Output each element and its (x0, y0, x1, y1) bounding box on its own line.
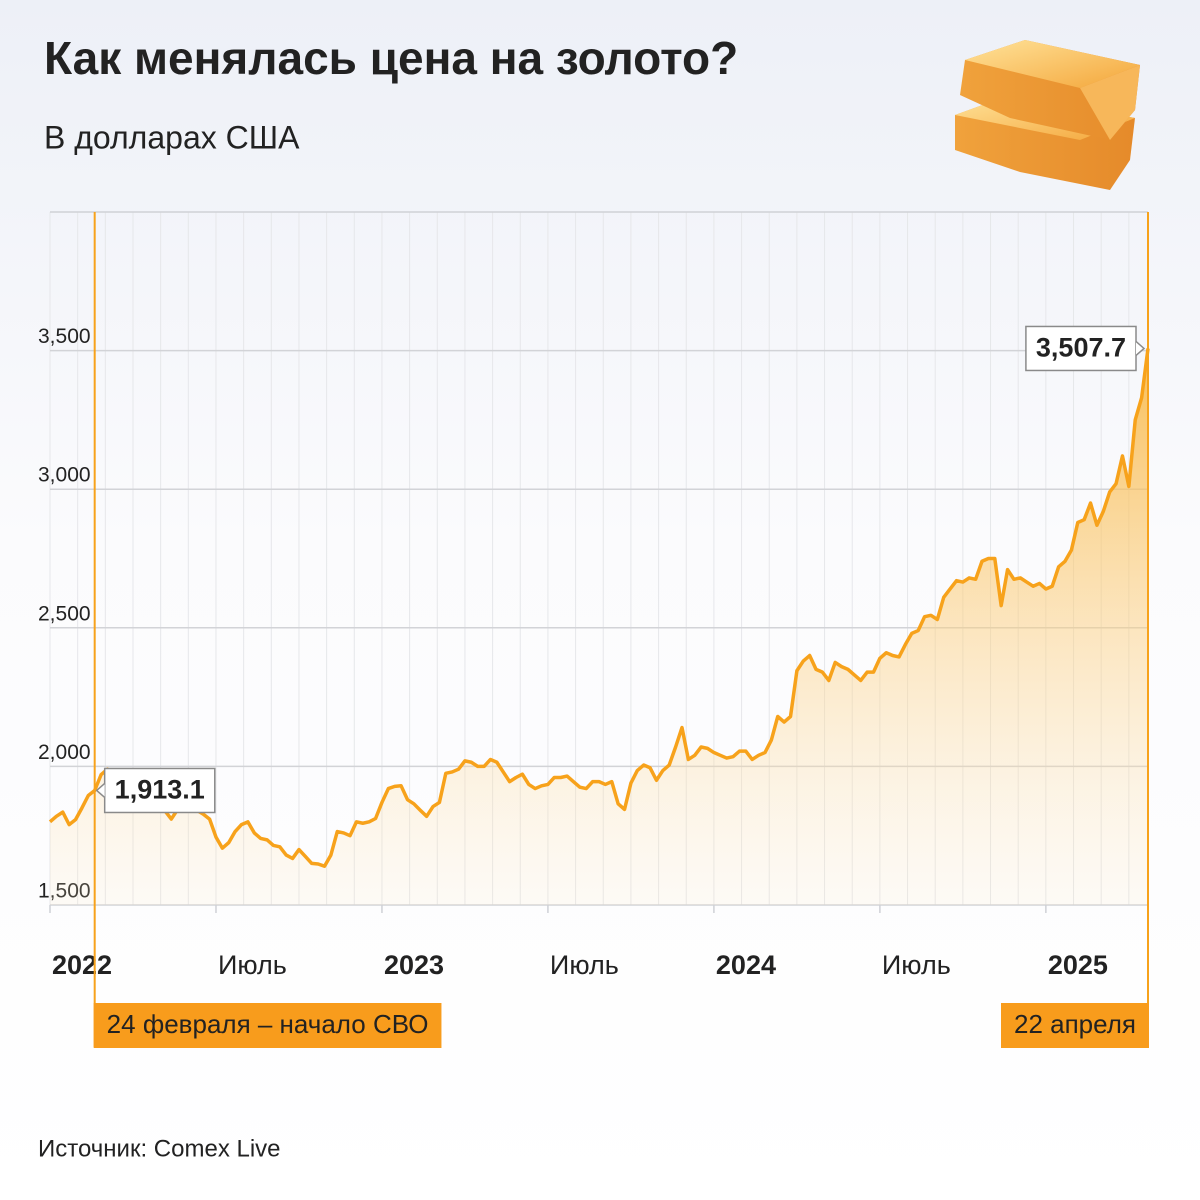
x-tick-label: Июль (882, 950, 951, 980)
value-callout: 1,913.1 (95, 767, 216, 814)
value-callout: 3,507.7 (1025, 325, 1146, 372)
source-note: Источник: Comex Live (38, 1135, 281, 1162)
x-tick-label: 2022 (52, 950, 112, 980)
price-area (50, 348, 1148, 906)
value-label: 1,913.1 (115, 775, 205, 805)
y-tick-label: 2,500 (38, 602, 91, 625)
callout-pointer (95, 782, 106, 799)
y-tick-label: 3,500 (38, 325, 91, 348)
x-tick-label: Июль (218, 950, 287, 980)
value-label: 3,507.7 (1036, 333, 1126, 363)
callout-box (103, 767, 216, 814)
x-tick-label: 2023 (384, 950, 444, 980)
x-tick-label: 2025 (1048, 950, 1108, 980)
annotation-box (93, 1003, 442, 1048)
annotation-label: 24 февраля – начало СВО (107, 1009, 429, 1039)
x-tick-label: Июль (550, 950, 619, 980)
chart-subtitle: В долларах США (44, 119, 300, 155)
x-tick-label: 2024 (716, 950, 776, 980)
price-line (48, 348, 1150, 868)
callout-pointer (1135, 340, 1146, 357)
annotation-box (1001, 1003, 1149, 1048)
y-tick-label: 2,000 (38, 741, 91, 764)
gold-bars-icon (955, 40, 1140, 190)
annotation-label: 22 апреля (1014, 1009, 1136, 1039)
chart-title: Как менялась цена на золото? (44, 32, 738, 84)
y-tick-label: 3,000 (38, 464, 91, 487)
